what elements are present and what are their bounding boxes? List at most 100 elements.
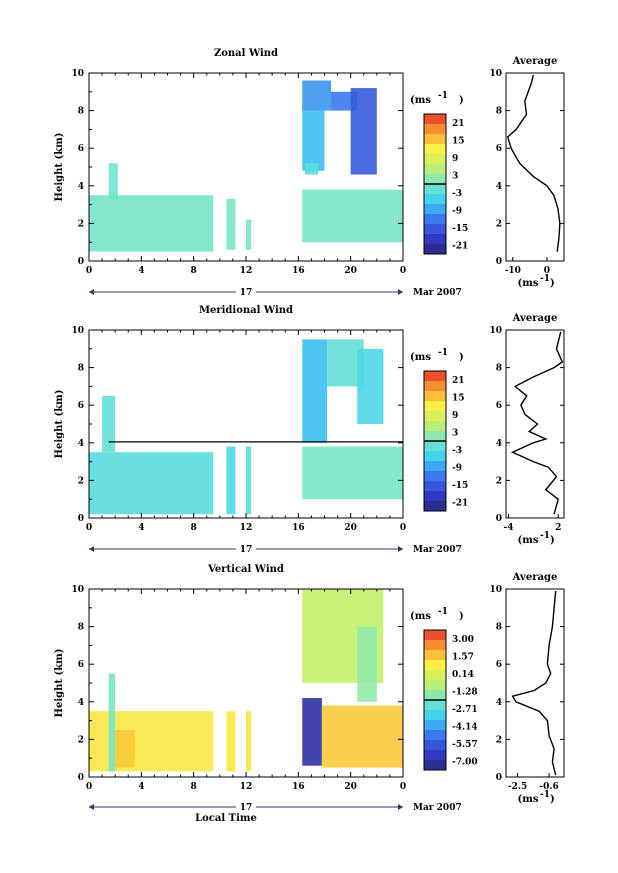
y-tick-label: 10 xyxy=(71,585,84,595)
colorbar-segment xyxy=(424,214,446,225)
y-tick-label: 2 xyxy=(78,735,84,745)
heatmap-cell xyxy=(302,698,322,766)
colorbar-segment xyxy=(424,401,446,412)
colorbar-segment xyxy=(424,451,446,462)
x-tick-label: 8 xyxy=(191,266,197,276)
avg-y-tick-label: 4 xyxy=(496,698,502,708)
x-tick-label: 0 xyxy=(400,266,406,276)
avg-title: Average xyxy=(512,313,558,324)
colorbar-segment xyxy=(424,461,446,472)
colorbar-unit-exponent: -1 xyxy=(438,607,448,617)
colorbar-segment xyxy=(424,381,446,392)
y-axis-label: Height (km) xyxy=(54,390,65,459)
y-tick-label: 6 xyxy=(78,401,84,411)
heatmap-cells xyxy=(89,339,403,515)
colorbar-segment xyxy=(424,411,446,422)
day-bar-arrow-right xyxy=(398,289,403,295)
avg-y-tick-label: 6 xyxy=(496,660,502,670)
avg-y-tick-label: 8 xyxy=(496,623,502,633)
y-tick-label: 6 xyxy=(78,660,84,670)
heatmap-cells xyxy=(89,589,403,772)
x-tick-label: 8 xyxy=(191,782,197,792)
colorbar-segment xyxy=(424,184,446,195)
colorbar-tick-label: -21 xyxy=(452,241,468,251)
avg-x-unit: (ms xyxy=(518,794,539,805)
heatmap-cell xyxy=(302,80,332,111)
colorbar-segment xyxy=(424,134,446,145)
day-label-bg xyxy=(236,287,256,297)
avg-x-tick-label: -10 xyxy=(505,266,521,276)
x-tick-label: 16 xyxy=(292,266,305,276)
colorbar-segment xyxy=(424,144,446,155)
avg-x-unit-paren: ) xyxy=(550,278,555,289)
date-label: Mar 2007 xyxy=(413,545,462,555)
heatmap-cell xyxy=(226,711,236,772)
colorbar-tick-label: 1.57 xyxy=(452,652,474,662)
heatmap-cell xyxy=(89,711,214,772)
y-tick-label: 4 xyxy=(78,698,84,708)
colorbar-segment xyxy=(424,441,446,452)
colorbar-tick-label: 21 xyxy=(452,376,465,386)
colorbar-segment xyxy=(424,700,446,711)
colorbar-segment xyxy=(424,431,446,442)
x-tick-label: 20 xyxy=(344,782,357,792)
x-tick-label: 4 xyxy=(138,523,144,533)
avg-x-unit: (ms xyxy=(518,535,539,546)
heatmap-cell xyxy=(350,88,377,175)
colorbar-unit: (ms xyxy=(410,611,431,622)
colorbar-segment xyxy=(424,244,446,255)
colorbar-tick-label: 3.00 xyxy=(452,635,474,645)
colorbar-tick-label: 15 xyxy=(452,136,465,146)
avg-profile-line xyxy=(506,74,561,252)
colorbar-unit-exponent: -1 xyxy=(438,348,448,358)
colorbar-segment xyxy=(424,114,446,125)
avg-y-tick-label: 0 xyxy=(496,514,502,524)
day-bar-arrow-right xyxy=(398,546,403,552)
day-label-bg xyxy=(236,802,256,812)
y-tick-label: 8 xyxy=(78,364,84,374)
colorbar-segment xyxy=(424,680,446,691)
avg-y-tick-label: 0 xyxy=(496,773,502,783)
colorbar-tick-label: -2.71 xyxy=(452,705,478,715)
colorbar-tick-label: -3 xyxy=(452,446,462,456)
heatmap-cell xyxy=(302,189,403,243)
y-tick-label: 2 xyxy=(78,219,84,229)
y-tick-label: 8 xyxy=(78,623,84,633)
colorbar-tick-label: -5.57 xyxy=(452,740,478,750)
panel-title: Vertical Wind xyxy=(207,564,284,575)
avg-x-unit-exponent: -1 xyxy=(540,274,550,284)
avg-y-tick-label: 2 xyxy=(496,219,502,229)
avg-x-tick-label: -2.5 xyxy=(508,782,527,792)
heatmap-cell xyxy=(357,626,377,702)
x-tick-label: 4 xyxy=(138,266,144,276)
avg-x-unit-paren: ) xyxy=(550,794,555,805)
avg-y-tick-label: 10 xyxy=(489,585,502,595)
x-tick-label: 16 xyxy=(292,782,305,792)
x-tick-label: 8 xyxy=(191,523,197,533)
colorbar-tick-label: -15 xyxy=(452,481,468,491)
heatmap-cell xyxy=(226,198,236,250)
colorbar-tick-label: 9 xyxy=(452,154,458,164)
colorbar-segment xyxy=(424,371,446,382)
colorbar-segment xyxy=(424,491,446,502)
colorbar-segment xyxy=(424,234,446,245)
colorbar-segment xyxy=(424,730,446,741)
heatmap-cell xyxy=(246,711,252,772)
colorbar-tick-label: 3 xyxy=(452,428,458,438)
date-label: Mar 2007 xyxy=(413,288,462,298)
avg-profile-line xyxy=(510,331,564,515)
colorbar-segment xyxy=(424,640,446,651)
x-tick-label: 0 xyxy=(400,782,406,792)
day-bar-arrow-left xyxy=(89,289,94,295)
colorbar-segment xyxy=(424,650,446,661)
avg-y-tick-label: 8 xyxy=(496,364,502,374)
colorbar-segment xyxy=(424,124,446,135)
colorbar-segment xyxy=(424,421,446,432)
y-tick-label: 8 xyxy=(78,107,84,117)
colorbar-tick-label: -9 xyxy=(452,463,462,473)
avg-y-tick-label: 4 xyxy=(496,439,502,449)
panel-title: Meridional Wind xyxy=(199,305,293,316)
heatmap-cell xyxy=(226,446,236,515)
y-tick-label: 0 xyxy=(78,773,84,783)
